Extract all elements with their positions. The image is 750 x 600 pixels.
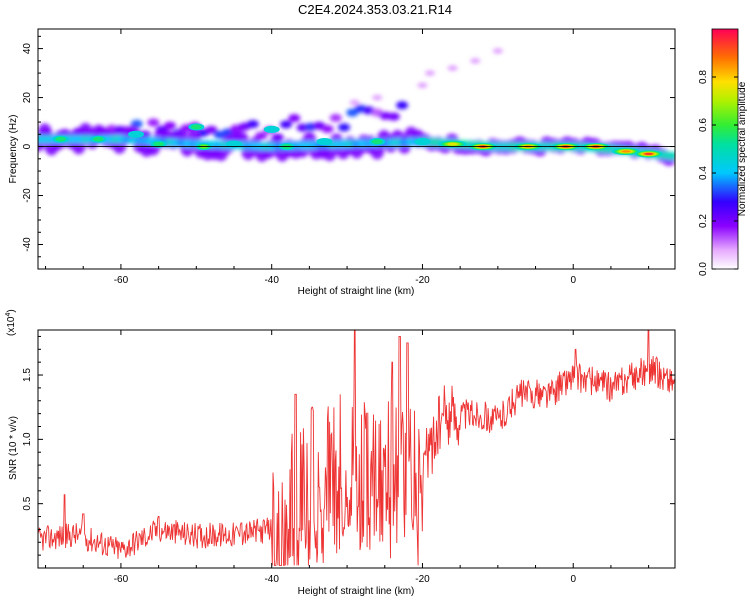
heatmap-ytick-label: -20: [22, 188, 33, 203]
colorbar-tick-label: 0.6: [698, 118, 709, 132]
heatmap-upper-blob: [329, 113, 342, 122]
snr-ylabel: SNR (10 * v/v): [8, 416, 19, 480]
heatmap-xtick-label: -20: [415, 275, 430, 286]
heatmap-upper-blob: [396, 101, 409, 110]
snr-xtick-label: -60: [114, 574, 129, 585]
colorbar-tick-label: 0.2: [698, 214, 709, 228]
heatmap-ylabel: Frequency (Hz): [8, 115, 19, 184]
heatmap-ridge-blob: [665, 151, 675, 160]
heatmap-peak: [128, 130, 144, 138]
heatmap-peak: [263, 125, 280, 134]
heatmap-peak: [447, 142, 459, 146]
heatmap-peak: [153, 141, 164, 147]
heatmap-upper-blob: [163, 121, 176, 130]
heatmap-scatter-blob: [470, 58, 481, 64]
heatmap-ytick-label: 40: [22, 43, 33, 55]
heatmap-ytick-label: 20: [22, 92, 33, 104]
snr-ytick-label: 1.0: [22, 432, 33, 446]
heatmap-xtick-label: -60: [114, 275, 129, 286]
heatmap-peak: [621, 150, 631, 153]
heatmap-panel: -60 -40 -20 0 40 20 0 -20 -40 Height of straight…: [8, 28, 676, 297]
heatmap-ytick-label: -40: [22, 237, 33, 252]
heatmap-scatter-blob: [425, 70, 435, 76]
snr-xtick-label: -20: [415, 574, 430, 585]
snr-series-line: [38, 330, 675, 566]
colorbar-tick-label: 0.8: [698, 70, 709, 84]
heatmap-peak: [55, 136, 66, 142]
snr-exponent-base: (x104): [5, 309, 17, 336]
heatmap-peak: [190, 124, 202, 130]
heatmap-upper-blob: [321, 124, 334, 133]
snr-ytick-label: 1.5: [22, 368, 33, 382]
heatmap-marks: [38, 48, 675, 166]
snr-xtick-label: 0: [570, 574, 576, 585]
snr-exponent-power: 4: [5, 313, 12, 317]
heatmap-xtick-label: 0: [570, 275, 576, 286]
heatmap-scatter-blob: [417, 82, 428, 88]
heatmap-upper-blob: [205, 125, 218, 134]
heatmap-upper-blob: [387, 112, 400, 121]
colorbar-tick-label: 0.4: [698, 166, 709, 180]
colorbar-tick-label: 0.0: [698, 262, 709, 276]
heatmap-peak: [644, 152, 653, 155]
colorbar-label: Normalized spectral amplitude: [737, 81, 748, 216]
snr-frame: [37, 329, 676, 569]
snr-xlabel: Height of straight line (km): [298, 586, 415, 597]
heatmap-upper-blob: [280, 120, 293, 129]
chart-title: C2E4.2024.353.03.21.R14: [298, 2, 452, 17]
heatmap-ytick-label: 0: [22, 143, 33, 149]
snr-ytick-label: 0.5: [22, 496, 33, 510]
heatmap-upper-blob: [338, 123, 351, 132]
snr-exponent: (x104): [5, 309, 17, 336]
heatmap-upper-blob: [346, 108, 359, 117]
heatmap-upper-blob: [288, 114, 301, 123]
colorbar: 0.0 0.2 0.4 0.6 0.8 Normalized spectral ampl…: [698, 28, 748, 276]
heatmap-scatter-blob: [492, 48, 503, 54]
colorbar-ticks: 0.0 0.2 0.4 0.6 0.8: [698, 70, 738, 276]
colorbar-gradient: [711, 28, 739, 270]
heatmap-upper-blob: [246, 120, 259, 129]
heatmap-scatter-blob: [349, 99, 360, 105]
heatmap-peak: [92, 136, 104, 142]
heatmap-upper-blob: [255, 131, 268, 140]
heatmap-scatter-blob: [372, 95, 383, 101]
heatmap-xtick-label: -40: [264, 275, 279, 286]
heatmap-peak: [226, 140, 242, 148]
snr-panel: -60 -40 -20 0 0.5 1.0 1.5 Height of straight l…: [5, 309, 676, 597]
heatmap-upper-blob: [147, 118, 160, 127]
heatmap-peak: [316, 138, 333, 146]
snr-xtick-label: -40: [264, 574, 279, 585]
heatmap-axes: -60 -40 -20 0 40 20 0 -20 -40: [22, 29, 675, 286]
heatmap-scatter-blob: [447, 65, 458, 71]
heatmap-peak: [371, 139, 383, 145]
heatmap-xlabel: Height of straight line (km): [298, 286, 415, 297]
heatmap-frame: [37, 28, 676, 270]
heatmap-peak: [414, 138, 431, 146]
